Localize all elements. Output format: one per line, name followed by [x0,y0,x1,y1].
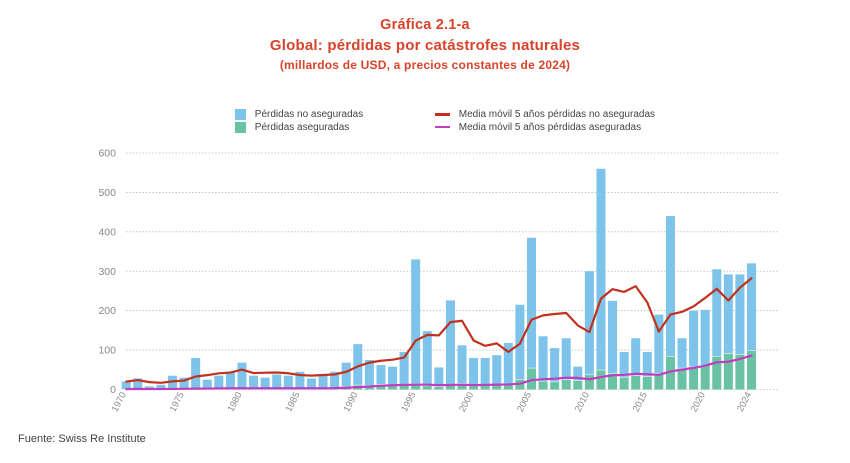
svg-text:600: 600 [98,148,116,160]
svg-text:2000: 2000 [457,390,475,413]
svg-text:1995: 1995 [399,390,417,413]
svg-text:400: 400 [98,226,116,238]
svg-text:2005: 2005 [515,390,533,413]
svg-text:2010: 2010 [573,390,591,413]
svg-text:2024: 2024 [735,390,753,413]
svg-text:300: 300 [98,266,116,278]
svg-text:1980: 1980 [225,390,243,413]
svg-text:2020: 2020 [689,390,707,413]
svg-text:1975: 1975 [168,390,186,413]
svg-text:1990: 1990 [341,390,359,413]
svg-text:100: 100 [98,345,116,357]
svg-text:1985: 1985 [283,390,301,413]
svg-text:500: 500 [98,187,116,199]
svg-text:200: 200 [98,305,116,317]
svg-text:2015: 2015 [631,390,649,413]
svg-text:0: 0 [110,384,116,396]
